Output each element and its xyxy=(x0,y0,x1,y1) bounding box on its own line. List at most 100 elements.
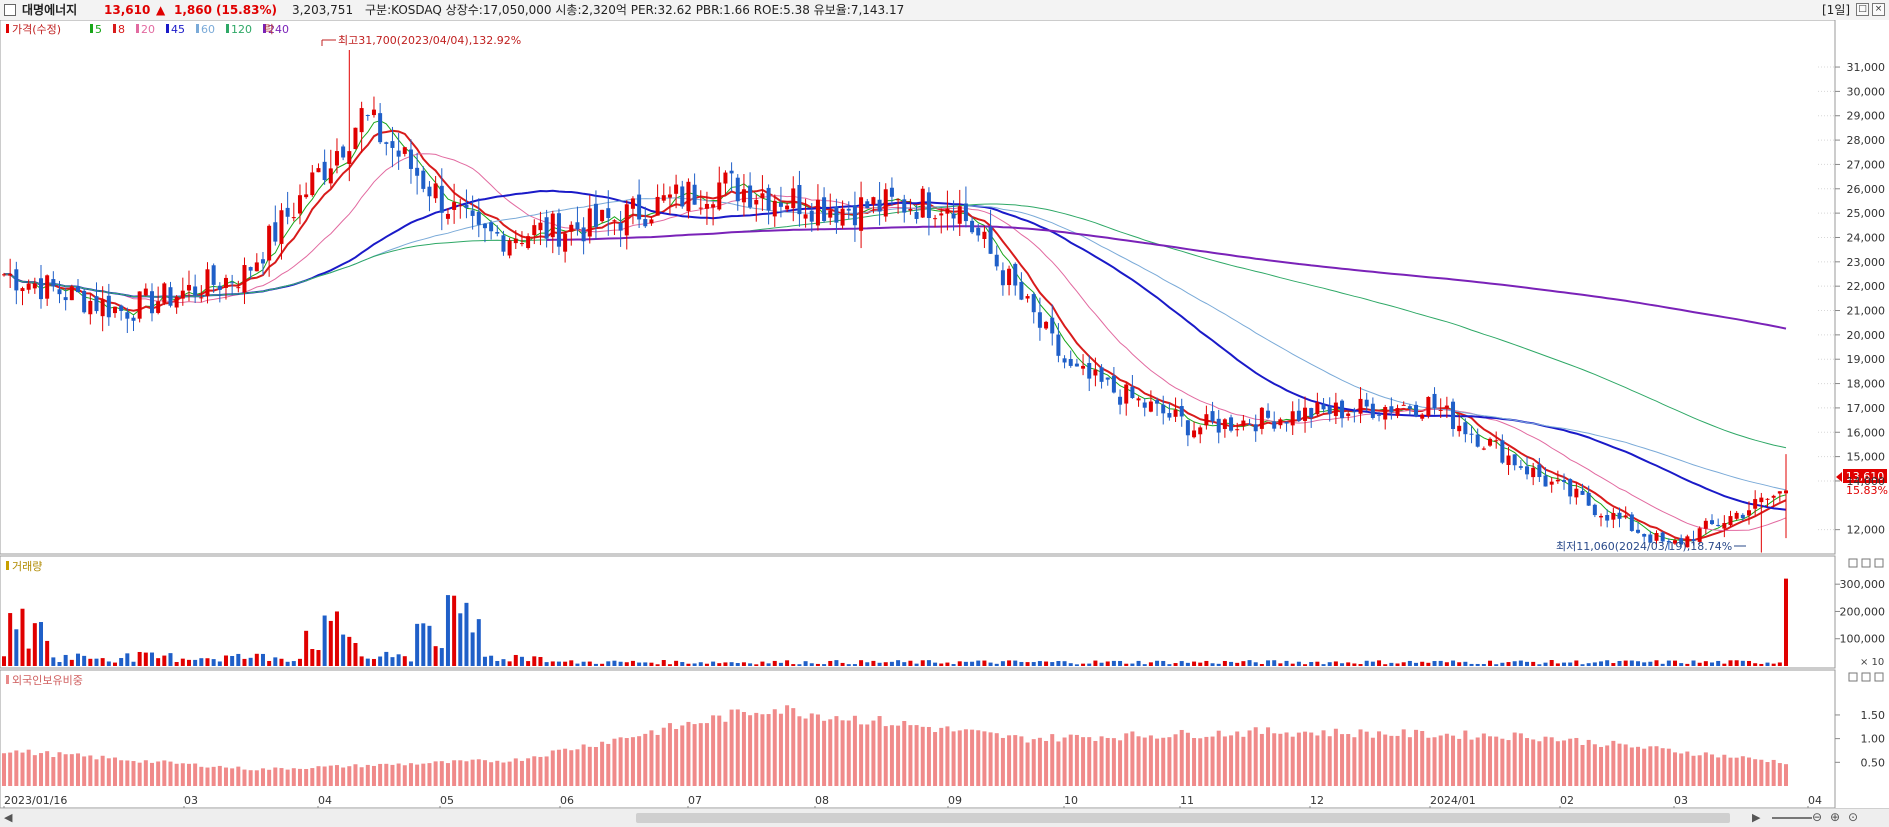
ma-120-line xyxy=(3,203,1787,449)
volume-bar xyxy=(427,625,432,666)
candle-body xyxy=(1771,495,1776,498)
volume-bar xyxy=(1500,662,1505,666)
candle-body xyxy=(1198,427,1203,435)
period-selector[interactable]: [1일] xyxy=(1822,3,1851,17)
volume-bar xyxy=(1722,663,1727,666)
foreign-ratio-bar xyxy=(1617,743,1622,786)
foreign-ratio-bar xyxy=(1087,737,1092,786)
foreign-ratio-bar xyxy=(889,725,894,786)
foreign-panel-max-icon[interactable] xyxy=(1861,672,1871,682)
candle-body xyxy=(1673,540,1678,544)
foreign-ratio-bar xyxy=(334,765,339,786)
zoom-slider[interactable] xyxy=(1772,817,1812,819)
volume-tick-label: 300,000 xyxy=(1840,578,1886,591)
foreign-ratio-bar xyxy=(297,768,302,786)
volume-panel-close-icon[interactable] xyxy=(1874,558,1884,568)
stock-chart[interactable]: 가격(수정) 5 8 20 45 60 120 240 락 최고31,700(2023/04… xyxy=(0,20,1889,808)
foreign-ratio-bar xyxy=(1179,729,1184,786)
candle-body xyxy=(1068,358,1073,366)
foreign-ratio-bar xyxy=(1740,756,1745,786)
stock-name[interactable]: 대명에너지 xyxy=(22,3,78,17)
candle-body xyxy=(846,208,851,211)
foreign-ratio-bar xyxy=(378,763,383,786)
volume-panel-title[interactable]: 거래량 xyxy=(12,560,42,573)
volume-bar xyxy=(310,649,315,666)
close-icon[interactable]: × xyxy=(1872,3,1885,16)
foreign-ratio-bar xyxy=(174,763,179,786)
foreign-ratio-bar xyxy=(988,732,993,786)
candle-body xyxy=(1642,533,1647,537)
foreign-panel-min-icon[interactable] xyxy=(1848,672,1858,682)
candle-body xyxy=(45,275,50,299)
candle-body xyxy=(1753,499,1758,509)
scroll-right-icon[interactable]: ▶ xyxy=(1752,811,1761,824)
volume-bar xyxy=(970,661,975,666)
foreign-ratio-bar xyxy=(205,767,210,786)
scroll-thumb[interactable] xyxy=(636,813,1730,823)
candle-body xyxy=(254,262,259,272)
foreign-ratio-bar xyxy=(550,750,555,786)
candle-body xyxy=(168,287,173,306)
volume-bar xyxy=(1716,660,1721,666)
volume-bar xyxy=(445,595,450,666)
scroll-left-icon[interactable]: ◀ xyxy=(4,811,13,824)
foreign-ratio-bar xyxy=(970,729,975,786)
candle-body xyxy=(1136,398,1141,401)
volume-bar xyxy=(1062,661,1067,666)
volume-tick-label: 100,000 xyxy=(1840,633,1886,646)
volume-bar xyxy=(1451,660,1456,666)
foreign-ratio-bar xyxy=(1420,731,1425,786)
volume-bar xyxy=(1167,664,1172,666)
volume-panel-max-icon[interactable] xyxy=(1861,558,1871,568)
volume-bar xyxy=(1358,664,1363,666)
foreign-ratio-bar xyxy=(865,724,870,786)
foreign-panel-close-icon[interactable] xyxy=(1874,672,1884,682)
foreign-ratio-bar xyxy=(1568,738,1573,786)
candle-body xyxy=(445,213,450,219)
candle-body xyxy=(88,300,93,315)
volume-bar xyxy=(1432,661,1437,666)
foreign-ratio-bar xyxy=(291,768,296,786)
zoom-in-icon[interactable]: ⊕ xyxy=(1830,810,1841,824)
volume-bar xyxy=(452,595,457,666)
candle-body xyxy=(1703,520,1708,529)
candle-body xyxy=(748,185,753,208)
volume-bar xyxy=(353,642,358,666)
volume-bar xyxy=(495,660,500,666)
foreign-ratio-bar xyxy=(1636,746,1641,786)
volume-bar xyxy=(1346,662,1351,666)
maximize-icon[interactable]: □ xyxy=(1856,3,1869,16)
candle-body xyxy=(1506,455,1511,465)
foreign-ratio-bar xyxy=(1407,737,1412,786)
volume-bar xyxy=(1574,660,1579,666)
foreign-ratio-bar xyxy=(57,752,62,786)
foreign-panel-title[interactable]: 외국인보유비중 xyxy=(12,674,83,687)
foreign-ratio-bar xyxy=(933,732,938,786)
volume-bar xyxy=(544,662,549,666)
candle-body xyxy=(624,204,629,236)
foreign-ratio-bar xyxy=(834,716,839,786)
chart-scrollbar[interactable]: ◀ ▶ ⊖ ⊕ ⊙ xyxy=(0,808,1889,827)
candle-body xyxy=(1327,406,1332,414)
volume-bar xyxy=(180,658,185,666)
volume-bar xyxy=(766,663,771,666)
candle-body xyxy=(1093,369,1098,376)
volume-bar xyxy=(1611,663,1616,666)
foreign-ratio-bar xyxy=(32,755,37,786)
volume-bar xyxy=(236,653,241,666)
panel-checkbox[interactable] xyxy=(4,4,16,16)
zoom-reset-icon[interactable]: ⊙ xyxy=(1848,810,1859,824)
volume-bar xyxy=(939,663,944,666)
legend-price-label[interactable]: 가격(수정) xyxy=(12,23,61,36)
volume-bar xyxy=(791,664,796,666)
volume-bar xyxy=(1525,661,1530,666)
volume-panel-min-icon[interactable] xyxy=(1848,558,1858,568)
candle-body xyxy=(427,186,432,197)
zoom-out-icon[interactable]: ⊖ xyxy=(1812,810,1823,824)
foreign-ratio-bar xyxy=(156,761,161,786)
price-tick-label: 23,000 xyxy=(1847,256,1886,269)
candle-body xyxy=(223,277,228,288)
volume-bar xyxy=(563,661,568,666)
candle-body xyxy=(692,184,697,205)
legend-swatch-ma-8 xyxy=(113,24,116,33)
